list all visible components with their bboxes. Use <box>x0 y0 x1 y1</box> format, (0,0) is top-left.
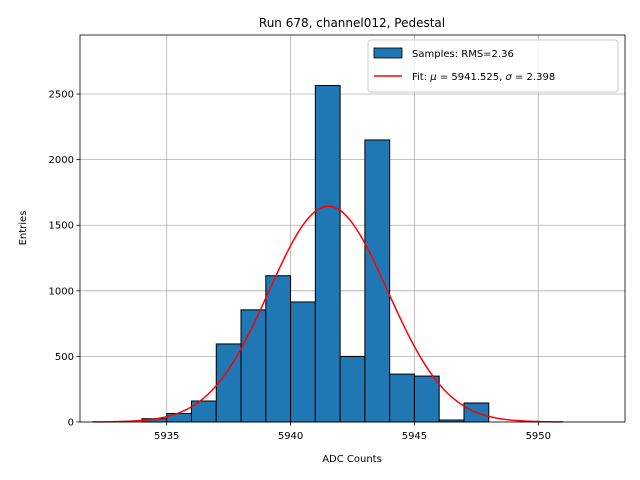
legend-fit-mu-value: = 5941.525, <box>437 72 506 83</box>
x-tick-label: 5945 <box>402 431 427 442</box>
legend-fit-label: Fit: μ = 5941.525, σ = 2.398 <box>412 72 555 83</box>
legend: Samples: RMS=2.36 Fit: μ = 5941.525, σ =… <box>367 39 619 93</box>
y-tick-label: 2000 <box>49 155 74 166</box>
histogram-bar <box>389 373 415 423</box>
y-axis-ticks: 0 500 1000 1500 2000 2500 <box>49 90 80 429</box>
y-tick-label: 500 <box>55 352 74 363</box>
x-axis-label: ADC Counts <box>322 454 382 465</box>
plot-frame <box>79 34 626 423</box>
x-tick-label: 5950 <box>526 431 551 442</box>
histogram-bar <box>265 275 292 423</box>
histogram-bar <box>364 139 391 423</box>
legend-fit-sigma-value: = 2.398 <box>512 72 555 83</box>
histogram-bar <box>314 85 341 423</box>
histogram-bar <box>413 375 440 423</box>
histogram-bar <box>240 309 267 423</box>
histogram-bar <box>290 301 316 423</box>
y-tick-label: 0 <box>68 418 74 429</box>
y-axis-label: Entries <box>18 211 29 246</box>
histogram-bar <box>166 412 192 423</box>
legend-samples-swatch <box>373 47 403 59</box>
y-tick-label: 2500 <box>49 90 74 101</box>
histogram-bar <box>339 355 366 423</box>
x-tick-label: 5935 <box>154 431 179 442</box>
x-axis-ticks: 5935 5940 5945 5950 <box>154 422 551 442</box>
y-tick-label: 1000 <box>49 286 74 297</box>
x-tick-label: 5940 <box>278 431 303 442</box>
legend-box <box>367 39 619 93</box>
legend-samples-label: Samples: RMS=2.36 <box>412 49 514 60</box>
fit-curve <box>92 205 564 423</box>
legend-fit-prefix: Fit: <box>412 72 430 83</box>
y-tick-label: 1500 <box>49 221 74 232</box>
legend-fit-sigma-symbol: σ <box>505 72 512 83</box>
chart-title: Run 678, channel012, Pedestal <box>259 16 445 30</box>
legend-fit-mu-symbol: μ <box>429 72 436 83</box>
